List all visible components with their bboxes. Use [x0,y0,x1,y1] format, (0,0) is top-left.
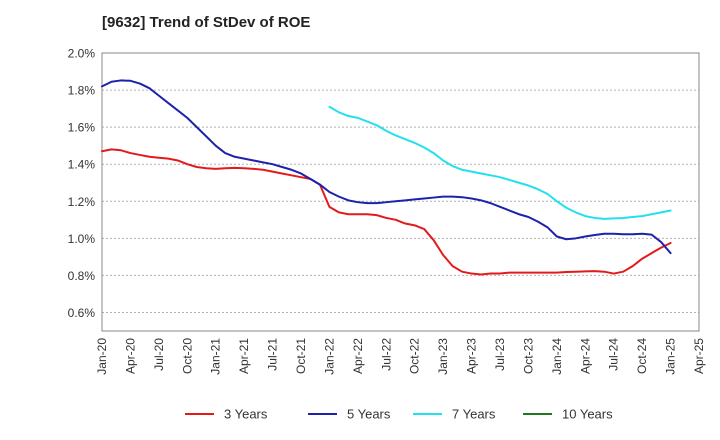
x-tick-label: Jul-20 [152,338,166,371]
y-tick-label: 1.6% [68,121,96,135]
x-tick-label: Oct-23 [521,338,535,374]
y-tick-label: 0.6% [68,306,96,320]
y-tick-label: 1.0% [68,232,96,246]
y-tick-label: 0.8% [68,269,96,283]
y-axis-ticks: 0.6% 0.8% 1.0% 1.2% 1.4% 1.6% 1.8% 2.0% [68,47,96,320]
x-tick-label: Jan-24 [550,338,564,375]
x-tick-label: Jul-23 [493,338,507,371]
x-axis-ticks: Jan-20 Apr-20 Jul-20 Oct-20 Jan-21 Apr-21 Jul-… [95,338,706,375]
y-tick-label: 1.2% [68,195,96,209]
legend-label-10-years: 10 Years [562,407,613,422]
x-tick-label: Jul-24 [607,338,621,371]
x-tick-label: Jul-22 [379,338,393,371]
plot-frame [101,52,700,332]
x-tick-label: Apr-23 [465,338,479,374]
x-tick-label: Oct-22 [408,338,422,374]
x-tick-label: Apr-20 [123,338,137,374]
x-tick-label: Jul-21 [266,338,280,371]
x-tick-label: Jan-21 [209,338,223,375]
x-tick-label: Jan-20 [95,338,109,375]
series-line-7-years [328,105,672,220]
y-tick-label: 1.4% [68,158,96,172]
x-tick-label: Jan-23 [436,338,450,375]
legend-label-3-years: 3 Years [224,407,268,422]
x-tick-label: Apr-25 [692,338,706,374]
series-line-5-years [101,79,672,255]
y-tick-label: 2.0% [68,47,96,61]
x-tick-label: Apr-22 [351,338,365,374]
legend-label-5-years: 5 Years [347,407,391,422]
y-tick-label: 1.8% [68,84,96,98]
series-line-3-years [101,148,672,276]
x-tick-label: Jan-22 [322,338,336,375]
series-layer [101,79,672,276]
x-tick-label: Oct-20 [180,338,194,374]
x-tick-label: Oct-21 [294,338,308,374]
x-tick-label: Apr-24 [578,338,592,374]
legend-label-7-years: 7 Years [452,407,496,422]
x-tick-label: Jan-25 [664,338,678,375]
chart-title: [9632] Trend of StDev of ROE [102,14,311,31]
x-tick-label: Apr-21 [237,338,251,374]
x-tick-label: Oct-24 [635,338,649,374]
legend: 3 Years 5 Years 7 Years 10 Years [185,407,613,422]
